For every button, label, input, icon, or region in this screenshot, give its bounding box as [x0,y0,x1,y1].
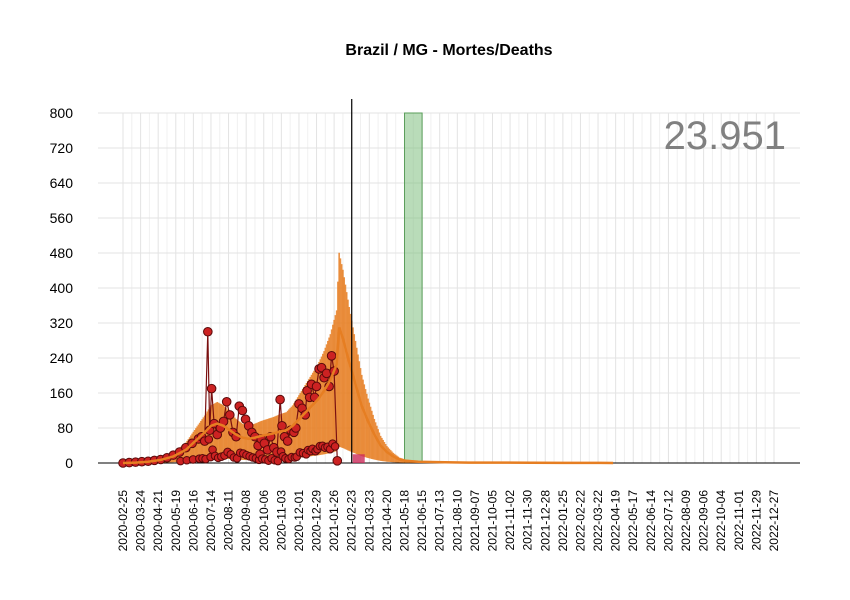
y-tick-label: 560 [50,210,74,226]
y-tick-label: 640 [50,175,74,191]
x-tick-label: 2022-11-29 [749,490,763,551]
y-tick-label: 800 [50,105,74,121]
y-tick-label: 160 [50,385,74,401]
projection-line [122,326,614,465]
x-tick-label: 2022-12-27 [767,490,781,552]
x-tick-label: 2022-09-06 [697,490,711,552]
y-tick-label: 80 [57,420,73,436]
y-tick-label: 320 [50,315,74,331]
observed-low-point [204,435,214,444]
x-tick-label: 2020-11-03 [274,490,288,551]
y-tick-label: 0 [65,455,73,471]
x-tick-label: 2020-12-29 [310,490,324,552]
x-tick-label: 2022-01-25 [556,490,570,552]
observed-point [221,396,232,407]
x-tick-label: 2022-08-09 [679,490,693,552]
x-tick-label: 2021-09-07 [468,490,482,552]
x-tick-label: 2020-09-08 [239,490,253,552]
observed-point [237,405,248,416]
x-tick-label: 2022-03-22 [591,490,605,552]
recent-deaths-block [352,454,365,463]
x-tick-label: 2021-12-28 [538,490,552,552]
y-tick-label: 480 [50,245,74,261]
x-tick-label: 2020-03-24 [134,490,148,552]
x-tick-label: 2021-10-05 [486,490,500,552]
x-tick-label: 2021-08-10 [450,490,464,552]
x-axis-ticks: 2020-02-25 2020-03-24 2020-04-21 2020-05-19… [116,490,781,552]
highlight-rect [404,112,423,464]
y-tick-label: 240 [50,350,74,366]
x-tick-label: 2021-02-23 [345,490,359,552]
x-tick-label: 2022-05-17 [626,490,640,552]
x-tick-label: 2020-10-06 [257,490,271,552]
total-deaths: 23.951 [664,114,786,158]
observed-point [332,456,343,466]
x-tick-label: 2020-06-16 [186,490,200,552]
x-tick-label: 2021-04-20 [380,490,394,552]
observed-point [277,421,287,431]
x-tick-label: 2022-07-12 [661,490,675,552]
observed-point [275,394,285,405]
projection-series [122,326,614,465]
observed-point [326,351,337,361]
x-tick-label: 2022-11-01 [732,490,746,551]
x-tick-label: 2021-11-02 [503,490,517,551]
observed-series [118,326,343,468]
observed-point [225,410,235,420]
x-tick-label: 2021-11-30 [521,490,535,551]
observed-point [203,326,213,337]
x-tick-label: 2021-07-13 [433,490,447,552]
x-tick-label: 2021-05-18 [398,490,412,552]
x-tick-label: 2022-10-04 [714,490,728,552]
chart-title: Brazil / MG - Mortes/Deaths [345,42,552,59]
x-tick-label: 2022-02-22 [574,490,588,552]
x-tick-label: 2020-07-14 [204,490,218,552]
x-tick-label: 2020-02-25 [116,490,130,552]
x-tick-label: 2022-04-19 [609,490,623,552]
highlight-window [404,112,423,464]
x-tick-label: 2021-03-23 [362,490,376,552]
observed-low-point [330,442,340,451]
x-tick-label: 2020-08-11 [222,490,236,551]
y-tick-label: 400 [50,280,74,296]
observed-point [206,383,217,394]
x-tick-label: 2022-06-14 [644,490,658,552]
x-tick-label: 2020-04-21 [151,490,165,552]
y-tick-label: 720 [50,140,74,156]
x-tick-label: 2021-01-26 [327,490,341,552]
x-tick-label: 2021-06-15 [415,490,429,552]
observed-point [300,410,311,420]
grid [98,112,800,464]
observed-point [282,436,293,446]
y-axis-ticks: 0 80 160 240 320 400 480 560 640 720 800 [50,105,74,471]
x-tick-label: 2020-12-01 [292,490,306,552]
observed-point [311,381,322,392]
x-tick-label: 2020-05-19 [169,490,183,552]
